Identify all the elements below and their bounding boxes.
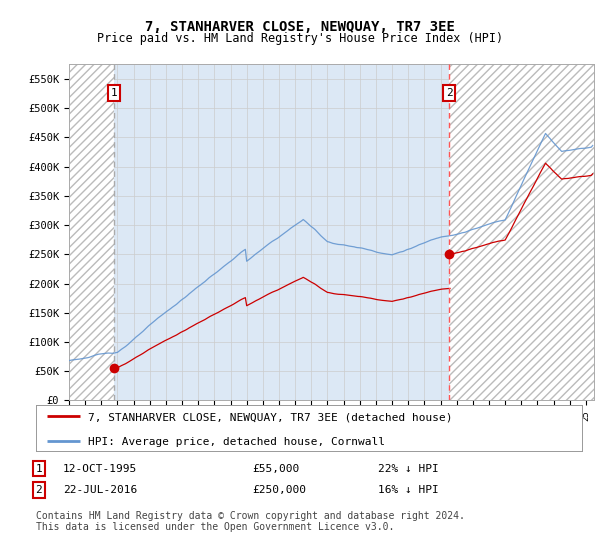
- Text: 22-JUL-2016: 22-JUL-2016: [63, 485, 137, 495]
- Bar: [69, 64, 114, 400]
- Text: 2: 2: [35, 485, 43, 495]
- Text: £250,000: £250,000: [252, 485, 306, 495]
- Text: 12-OCT-1995: 12-OCT-1995: [63, 464, 137, 474]
- Bar: [449, 64, 594, 400]
- Text: Contains HM Land Registry data © Crown copyright and database right 2024.
This d: Contains HM Land Registry data © Crown c…: [36, 511, 465, 533]
- Text: 2: 2: [446, 88, 452, 98]
- Text: 7, STANHARVER CLOSE, NEWQUAY, TR7 3EE: 7, STANHARVER CLOSE, NEWQUAY, TR7 3EE: [145, 20, 455, 34]
- Text: 22% ↓ HPI: 22% ↓ HPI: [378, 464, 439, 474]
- Text: 7, STANHARVER CLOSE, NEWQUAY, TR7 3EE (detached house): 7, STANHARVER CLOSE, NEWQUAY, TR7 3EE (d…: [88, 412, 452, 422]
- Text: £55,000: £55,000: [252, 464, 299, 474]
- Text: Price paid vs. HM Land Registry's House Price Index (HPI): Price paid vs. HM Land Registry's House …: [97, 32, 503, 45]
- Text: 1: 1: [35, 464, 43, 474]
- Text: 1: 1: [110, 88, 118, 98]
- Text: HPI: Average price, detached house, Cornwall: HPI: Average price, detached house, Corn…: [88, 437, 385, 447]
- Text: 16% ↓ HPI: 16% ↓ HPI: [378, 485, 439, 495]
